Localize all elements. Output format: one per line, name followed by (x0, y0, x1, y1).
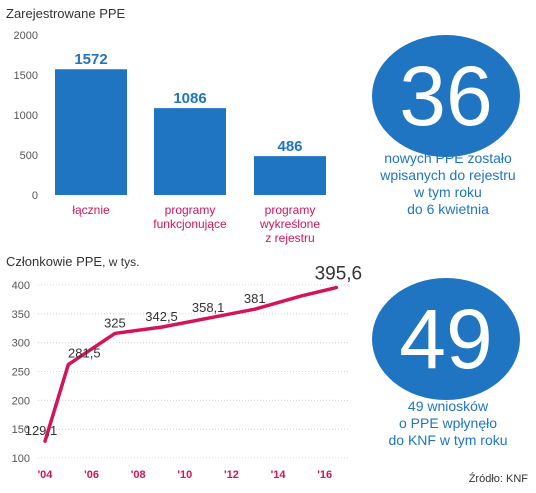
line-x-tick-label: '06 (84, 469, 99, 481)
bar-category-label: programy (265, 203, 316, 217)
bar-category-label: funkcjonujące (153, 217, 227, 231)
line-y-tick-label: 200 (12, 395, 30, 407)
line-x-tick-label: '04 (38, 469, 54, 481)
bar-category-label: programy (165, 203, 216, 217)
line-point-label: 342,5 (145, 309, 178, 324)
highlight-caption-line: w tym roku (414, 184, 482, 200)
line-point-label: 395,6 (315, 264, 363, 285)
bar-y-tick-label: 1500 (14, 70, 38, 82)
bar-category-label: łącznie (72, 203, 110, 217)
line-y-tick-label: 400 (12, 280, 30, 292)
line-point-label: 129,1 (25, 423, 58, 438)
line-x-tick-label: '12 (224, 469, 239, 481)
line-x-tick-label: '16 (317, 469, 332, 481)
line-point-label: 325 (104, 315, 126, 330)
line-y-tick-label: 150 (12, 424, 30, 436)
bar-chart-title: Zarejestrowane PPE (6, 6, 126, 21)
bar-y-tick-label: 1000 (14, 110, 38, 122)
bar-category-label: z rejestru (265, 231, 314, 245)
highlight-caption-line: do KNF w tym roku (388, 432, 508, 448)
bar (55, 69, 127, 195)
line-y-tick-label: 350 (12, 309, 30, 321)
line-point-label: 281,5 (68, 345, 101, 360)
source-note: Źródło: KNF (468, 473, 528, 485)
line-chart-title: Członkowie PPE, w tys. (6, 254, 139, 269)
line-point-label: 381 (244, 291, 266, 306)
bar (154, 108, 226, 195)
line-y-tick-label: 300 (12, 338, 30, 350)
line-y-tick-label: 100 (12, 453, 30, 465)
highlight-caption-line: wpisanych do rejestru (380, 167, 516, 183)
line-series (43, 285, 339, 443)
bar-y-tick-label: 2000 (14, 30, 38, 42)
highlight-caption-line: nowych PPE zostało (384, 150, 512, 166)
highlight-number-49: 49 (399, 291, 493, 386)
line-x-tick-label: '08 (131, 469, 146, 481)
line-chart-title-unit: , w tys. (102, 255, 140, 269)
bar (254, 156, 326, 195)
line-x-tick-label: '14 (271, 469, 287, 481)
highlight-caption-line: do 6 kwietnia (407, 201, 489, 217)
bar-y-tick-label: 0 (32, 190, 38, 202)
highlight-circle-36: 36 (372, 35, 520, 157)
highlight-number-36: 36 (399, 48, 493, 143)
highlight-caption-line: o PPE wpłynęło (398, 415, 498, 431)
line-point-label: 358,1 (192, 300, 225, 315)
highlight-caption-49: 49 wniosków o PPE wpłynęło do KNF w tym … (368, 398, 528, 449)
line-y-tick-label: 250 (12, 367, 30, 379)
highlight-caption-line: 49 wniosków (407, 398, 489, 414)
bar-y-tick-label: 500 (20, 150, 38, 162)
highlight-circle-49: 49 (372, 278, 520, 400)
bar-value-label: 1086 (173, 90, 206, 107)
highlight-caption-36: nowych PPE zostało wpisanych do rejestru… (368, 150, 528, 218)
line-chart: 100 150 200 250 300 350 400 '04 '06 '08 '10 '12 '14 '… (12, 264, 363, 481)
bar-category-label: wykreślone (259, 217, 320, 231)
line-chart-title-text: Członkowie PPE (6, 254, 103, 269)
bar-value-label: 1572 (74, 51, 107, 68)
bar-value-label: 486 (277, 138, 302, 155)
bar-chart: 05001000150020001572łącznie1086programyf… (14, 30, 326, 245)
line-x-tick-label: '10 (177, 469, 192, 481)
